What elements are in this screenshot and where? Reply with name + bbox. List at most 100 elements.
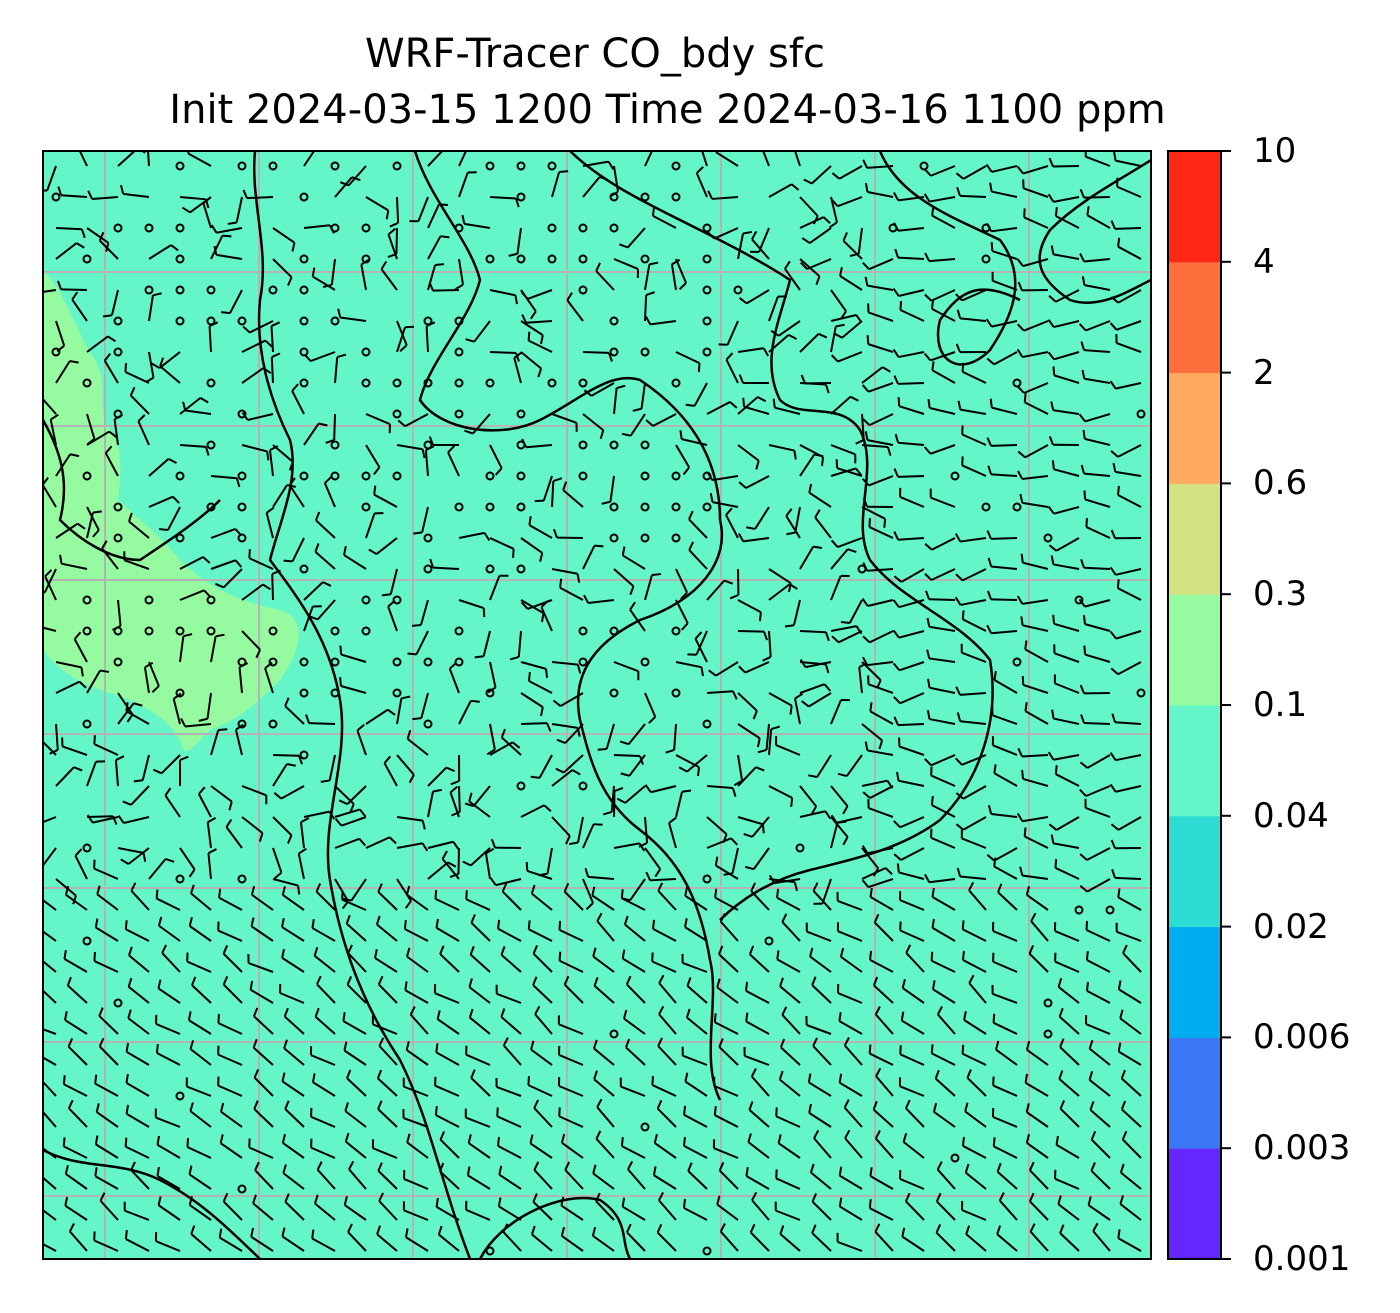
wind-barb xyxy=(222,1192,243,1221)
wind-barb xyxy=(675,599,689,631)
wind-barb xyxy=(55,227,86,239)
calm-wind-marker xyxy=(82,843,92,853)
colorbar-segment xyxy=(1168,483,1221,595)
wind-barb xyxy=(738,374,770,385)
wind-barb xyxy=(43,1176,57,1190)
wind-barb xyxy=(814,509,832,539)
wind-barb xyxy=(830,820,847,849)
wind-barb xyxy=(613,842,646,852)
colorbar xyxy=(1167,150,1231,1260)
wind-barb xyxy=(926,710,956,725)
wind-barb xyxy=(595,262,615,291)
wind-barb xyxy=(706,690,738,700)
wind-barb xyxy=(899,921,925,942)
wind-barb xyxy=(872,1100,894,1128)
wind-barb xyxy=(129,386,150,415)
wind-barb xyxy=(375,915,398,942)
wind-barb xyxy=(858,662,868,694)
wind-barb xyxy=(894,248,925,260)
wind-barb xyxy=(799,785,818,815)
wind-barb xyxy=(899,300,925,322)
wind-barb xyxy=(593,1039,615,1066)
wind-barb xyxy=(528,516,553,539)
wind-barb xyxy=(991,1107,1018,1128)
wind-barb xyxy=(893,375,925,385)
wind-barb xyxy=(159,357,181,384)
wind-barb xyxy=(428,281,460,292)
wind-barb xyxy=(59,554,88,570)
wind-barb xyxy=(902,1133,925,1159)
wind-barb xyxy=(924,165,956,177)
calm-wind-marker xyxy=(113,533,123,543)
wind-barb xyxy=(470,914,491,942)
calm-wind-marker xyxy=(454,626,464,636)
calm-wind-marker xyxy=(299,750,309,760)
calm-wind-marker xyxy=(547,223,557,233)
wind-barb xyxy=(623,915,646,942)
wind-barb xyxy=(745,981,770,1004)
wind-barb xyxy=(154,1108,181,1128)
calm-wind-marker xyxy=(764,936,774,946)
wind-barb xyxy=(961,920,987,942)
wind-barb xyxy=(468,978,491,1004)
wind-barb xyxy=(893,191,925,202)
colorbar-tick-label: 0.3 xyxy=(1253,574,1308,615)
wind-barb xyxy=(716,1195,739,1221)
wind-barb xyxy=(694,631,708,663)
wind-barb xyxy=(427,263,445,291)
wind-barb xyxy=(291,383,305,415)
wind-barb xyxy=(284,697,305,725)
wind-barb xyxy=(830,785,849,815)
wind-barb xyxy=(713,1013,739,1035)
wind-barb xyxy=(234,723,244,756)
wind-barb xyxy=(992,1076,1018,1097)
wind-barb xyxy=(987,590,1018,601)
calm-wind-marker xyxy=(640,471,650,481)
wind-barb xyxy=(558,920,584,942)
calm-wind-marker xyxy=(392,595,402,605)
calm-wind-marker xyxy=(392,409,402,419)
wind-barb xyxy=(146,151,150,167)
calm-wind-marker xyxy=(795,843,805,853)
wind-barb xyxy=(675,258,687,290)
wind-barb xyxy=(320,754,336,783)
wind-barb xyxy=(272,227,296,252)
wind-barb xyxy=(178,755,189,787)
wind-barb xyxy=(751,230,770,260)
calm-wind-marker xyxy=(268,626,278,636)
wind-barb xyxy=(305,714,336,725)
wind-barb xyxy=(799,659,832,669)
wind-barb xyxy=(387,599,398,632)
wind-barb xyxy=(378,1192,398,1221)
wind-barb xyxy=(365,196,390,220)
wind-barb xyxy=(148,244,179,260)
coastline xyxy=(413,151,724,1101)
calm-wind-marker xyxy=(609,223,619,233)
wind-barb xyxy=(57,186,88,198)
calm-wind-marker xyxy=(671,626,681,636)
wind-barb xyxy=(427,766,455,787)
wind-barb xyxy=(303,151,316,167)
wind-barb xyxy=(861,475,894,487)
wind-barb xyxy=(218,888,243,911)
wind-barb xyxy=(252,1038,274,1066)
wind-barb xyxy=(551,568,581,583)
wind-barb xyxy=(927,398,956,415)
wind-barb xyxy=(217,1014,243,1035)
wind-barb xyxy=(675,661,704,677)
wind-barb xyxy=(923,193,956,203)
wind-barb xyxy=(252,1194,274,1221)
wind-barb xyxy=(433,984,460,1004)
wind-barb xyxy=(898,737,925,756)
wind-barb xyxy=(861,366,891,384)
wind-barb xyxy=(1084,798,1111,818)
calm-wind-marker xyxy=(485,1246,495,1256)
wind-barb xyxy=(342,878,367,902)
wind-barb xyxy=(344,1102,367,1128)
wind-barb xyxy=(345,914,367,942)
calm-wind-marker xyxy=(950,1153,960,1163)
calm-wind-marker xyxy=(423,657,433,667)
wind-barb xyxy=(925,590,956,601)
wind-barb xyxy=(1016,812,1049,823)
wind-barb xyxy=(1047,319,1080,329)
